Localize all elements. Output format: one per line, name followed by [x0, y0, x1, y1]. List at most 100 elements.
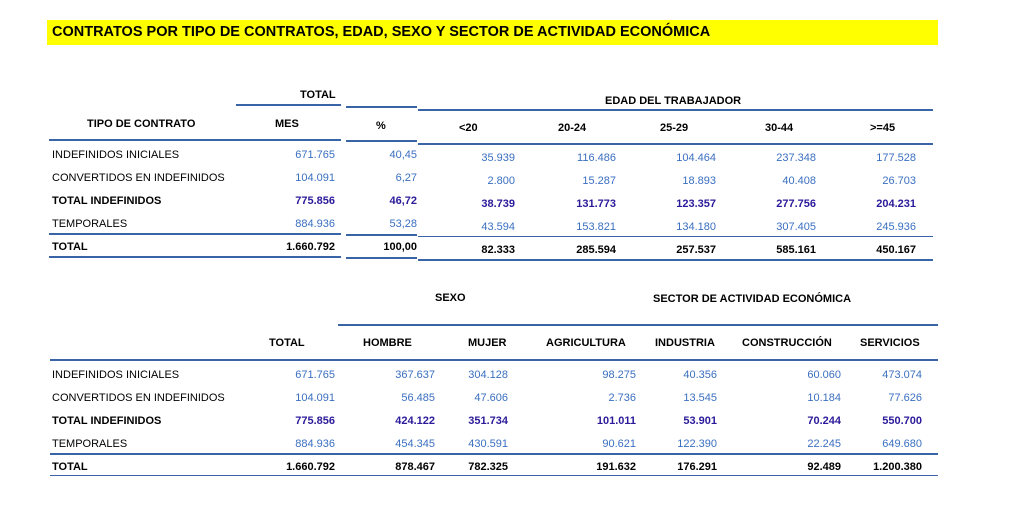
table-cell: 450.167	[876, 244, 916, 256]
rule-line	[418, 109, 933, 111]
table-cell: 38.739	[481, 198, 515, 210]
table-cell: 18.893	[682, 175, 716, 187]
row-label: TOTAL INDEFINIDOS	[52, 415, 162, 427]
table-cell: 307.405	[776, 221, 816, 233]
age-group-header: EDAD DEL TRABAJADOR	[605, 95, 742, 107]
table-cell: 47.606	[474, 392, 508, 404]
row-label: TEMPORALES	[52, 438, 128, 450]
table-cell: 2.800	[487, 175, 515, 187]
table-cell: 153.821	[576, 221, 616, 233]
table-cell: 285.594	[576, 244, 616, 256]
table-cell: 131.773	[576, 198, 616, 210]
table-cell: 56.485	[401, 392, 435, 404]
column-header: 20-24	[558, 122, 587, 134]
page-title: CONTRATOS POR TIPO DE CONTRATOS, EDAD, S…	[52, 24, 711, 40]
column-header: MUJER	[468, 337, 507, 349]
table-cell: 204.231	[876, 198, 916, 210]
rule-line	[418, 259, 933, 261]
table-cell: 176.291	[677, 461, 717, 473]
column-header: CONSTRUCCIÓN	[742, 337, 832, 349]
column-header: HOMBRE	[363, 337, 412, 349]
table-cell: 351.734	[468, 415, 508, 427]
table-cell: 424.122	[395, 415, 435, 427]
table-cell: 649.680	[882, 438, 922, 450]
table-cell: 775.856	[295, 415, 335, 427]
table-cell: 13.545	[683, 392, 717, 404]
table-cell: 104.464	[676, 152, 716, 164]
table-cell: 1.660.792	[286, 241, 335, 253]
table-cell: 177.528	[876, 152, 916, 164]
table-cell: 191.632	[596, 461, 636, 473]
rule-line	[418, 143, 933, 145]
rule-line	[49, 139, 341, 141]
table-cell: 46,72	[389, 195, 417, 207]
rule-line	[346, 257, 417, 259]
column-header: AGRICULTURA	[546, 337, 626, 349]
table-cell: 77.626	[888, 392, 922, 404]
sex-group-header: SEXO	[435, 292, 466, 304]
table-cell: 884.936	[295, 438, 335, 450]
table-cell: 257.537	[676, 244, 716, 256]
rule-line	[236, 104, 341, 106]
table-cell: 277.756	[776, 198, 816, 210]
table-cell: 98.275	[602, 369, 636, 381]
column-header: >=45	[870, 122, 896, 134]
table-cell: 40,45	[389, 149, 417, 161]
rule-line	[338, 324, 537, 326]
table-cell: 116.486	[577, 152, 616, 164]
column-header: TOTAL	[269, 337, 305, 349]
table-cell: 53.901	[683, 415, 717, 427]
table-cell: 60.060	[807, 369, 841, 381]
table-cell: 10.184	[807, 392, 841, 404]
table-cell: 26.703	[882, 175, 916, 187]
rule-line	[50, 475, 938, 476]
table-cell: 92.489	[807, 461, 841, 473]
column-header: MES	[275, 118, 299, 130]
rule-line	[50, 359, 938, 361]
table-cell: 671.765	[295, 149, 335, 161]
column-header: INDUSTRIA	[655, 337, 715, 349]
total-group-header: TOTAL	[300, 89, 336, 101]
row-label: TOTAL	[52, 241, 88, 253]
table-cell: 123.357	[676, 198, 716, 210]
row-label: TEMPORALES	[52, 218, 128, 230]
table-cell: 1.200.380	[873, 461, 922, 473]
table-cell: 82.333	[481, 244, 515, 256]
rule-line	[346, 140, 417, 142]
rule-line	[346, 234, 417, 236]
table-cell: 104.091	[295, 392, 335, 404]
row-label: CONVERTIDOS EN INDEFINIDOS	[52, 172, 225, 184]
table-cell: 15.287	[582, 175, 616, 187]
table-cell: 454.345	[395, 438, 435, 450]
sector-group-header: SECTOR DE ACTIVIDAD ECONÓMICA	[653, 293, 852, 305]
rule-line	[346, 106, 417, 108]
column-header: 30-44	[765, 122, 794, 134]
column-header: 25-29	[660, 122, 689, 134]
table-cell: 304.128	[468, 369, 508, 381]
table-cell: 40.408	[782, 175, 816, 187]
table-cell: 90.621	[602, 438, 636, 450]
row-label: INDEFINIDOS INICIALES	[52, 149, 180, 161]
rule-line	[418, 236, 933, 237]
row-label: INDEFINIDOS INICIALES	[52, 369, 180, 381]
table-cell: 101.011	[596, 415, 636, 427]
table-cell: 671.765	[295, 369, 335, 381]
table-cell: 35.939	[481, 152, 515, 164]
rule-line	[50, 453, 938, 455]
table-cell: 367.637	[395, 369, 435, 381]
table-cell: 782.325	[468, 461, 508, 473]
table-cell: 878.467	[395, 461, 435, 473]
table-cell: 100,00	[383, 241, 417, 253]
table-cell: 550.700	[882, 415, 922, 427]
table-cell: 134.180	[676, 221, 716, 233]
table-cell: 1.660.792	[286, 461, 335, 473]
table-cell: 43.594	[481, 221, 515, 233]
table-cell: 775.856	[295, 195, 335, 207]
table-cell: 104.091	[295, 172, 335, 184]
row-label: TOTAL INDEFINIDOS	[52, 195, 162, 207]
table-cell: 22.245	[807, 438, 841, 450]
table-cell: 245.936	[876, 221, 916, 233]
table-cell: 884.936	[295, 218, 335, 230]
table-cell: 430.591	[468, 438, 508, 450]
table-cell: 40.356	[683, 369, 717, 381]
